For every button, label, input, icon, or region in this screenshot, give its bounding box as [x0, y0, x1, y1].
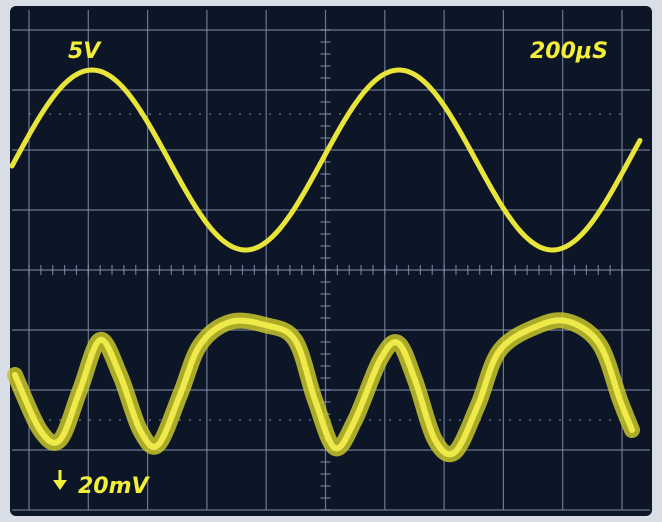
oscilloscope-photo: 5V 200μS 20mV — [0, 0, 662, 522]
channel-1-scale: 5V — [68, 39, 102, 64]
time-scale: 200μS — [530, 39, 608, 64]
channel-2-scale: 20mV — [78, 474, 151, 499]
